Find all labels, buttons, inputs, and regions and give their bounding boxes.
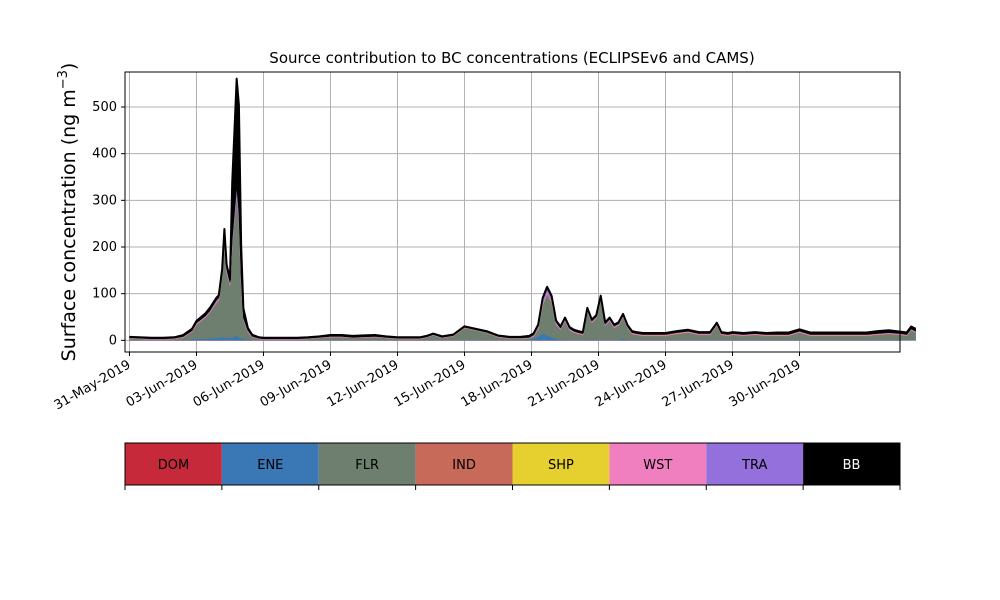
legend-swatch-shp (512, 443, 610, 485)
source-legend-colorbar: DOM ENE FLR IND SHP WST TRA BB (124, 442, 901, 490)
legend-swatch-bb (803, 443, 900, 485)
y-tick-label: 500 (92, 100, 117, 115)
y-tick-label: 0 (109, 333, 117, 348)
legend-swatch-dom (125, 443, 222, 485)
plot-frame (124, 71, 901, 353)
x-tick-label: 27-Jun-2019 (660, 357, 737, 410)
total-outline (129, 77, 917, 339)
x-tick-label: 09-Jun-2019 (258, 357, 335, 410)
area-series-tra (129, 185, 916, 340)
x-tick-label: 31-May-2019 (52, 357, 134, 413)
axes-layer: 0 100 200 300 400 500 31-May-201903-Jun-201906… (52, 100, 804, 413)
x-tick-label: 24-Jun-2019 (593, 357, 670, 410)
y-tick-label: 100 (92, 287, 117, 302)
legend-label-tra: TRA (741, 458, 767, 473)
area-series-flr (129, 195, 916, 341)
area-series-ind (129, 194, 916, 340)
x-tick-label: 18-Jun-2019 (459, 357, 536, 410)
legend-label-bb: BB (843, 458, 861, 473)
y-axis-label-superscript: −3 (56, 70, 71, 89)
legend-label-flr: FLR (355, 458, 379, 473)
x-tick-label: 30-Jun-2019 (727, 357, 804, 410)
chart-title: Source contribution to BC concentrations… (269, 49, 754, 67)
legend-label-ind: IND (452, 458, 476, 473)
area-series-wst (129, 192, 916, 340)
legend-label-dom: DOM (158, 458, 189, 473)
x-tick-label: 12-Jun-2019 (325, 357, 402, 410)
legend-label-shp: SHP (548, 458, 574, 473)
legend-swatch-ene (221, 443, 319, 485)
legend-label-wst: WST (643, 458, 672, 473)
y-tick-label: 300 (92, 193, 117, 208)
x-tick-label: 15-Jun-2019 (392, 357, 469, 410)
legend-label-ene: ENE (257, 458, 283, 473)
y-tick-label: 200 (92, 240, 117, 255)
stacked-area-layer (129, 77, 917, 341)
y-tick-label: 400 (92, 147, 117, 162)
x-tick-label: 21-Jun-2019 (526, 357, 603, 410)
x-tick-label: 06-Jun-2019 (191, 357, 268, 410)
legend-swatch-tra (706, 443, 804, 485)
legend-swatch-wst (609, 443, 707, 485)
legend-swatch-ind (415, 443, 513, 485)
area-series-bb (129, 78, 916, 339)
area-series-shp (129, 193, 916, 340)
x-tick-label: 03-Jun-2019 (124, 357, 201, 410)
legend-swatch-flr (318, 443, 416, 485)
y-axis-label: Surface concentration (ng m−3) (56, 63, 80, 362)
